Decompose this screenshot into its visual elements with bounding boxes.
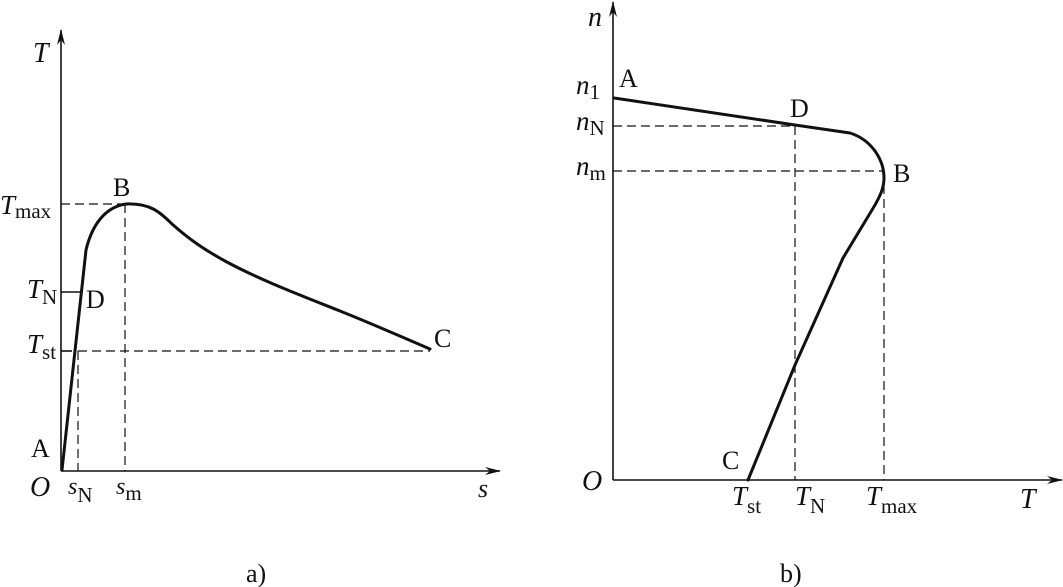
point-d-label: D	[86, 285, 105, 314]
t-axis-label: T	[33, 38, 51, 69]
n1-label: n1	[576, 70, 600, 104]
point-b-label: B	[893, 159, 910, 188]
point-a-label: A	[619, 64, 638, 93]
tst-label: Tst	[732, 481, 761, 518]
caption-b: b)	[780, 559, 802, 587]
s-axis-label: s	[478, 474, 488, 503]
panel-b-speed-torque: n T O n1 nN nm Tst TN Tmax A B C D b)	[576, 1, 1063, 587]
tn-label: TN	[795, 481, 825, 518]
tst-label: Tst	[27, 329, 56, 364]
tmax-label: Tmax	[0, 190, 52, 223]
nm-label: nm	[576, 151, 606, 185]
point-b-label: B	[113, 173, 130, 202]
point-a-label: A	[31, 434, 50, 463]
origin-label: O	[582, 466, 602, 497]
speed-torque-curve	[612, 96, 886, 482]
panel-a-torque-slip: T s O Tmax TN Tst sN sm A B C D a)	[0, 29, 501, 587]
torque-slip-curve	[60, 202, 432, 472]
sm-label: sm	[116, 474, 142, 505]
sn-label: sN	[68, 474, 93, 507]
point-c-label: C	[434, 324, 451, 353]
nn-label: nN	[576, 106, 605, 140]
n-axis-label: n	[588, 2, 602, 33]
tn-label: TN	[27, 274, 57, 309]
point-c-label: C	[722, 446, 739, 475]
point-d-label: D	[790, 94, 809, 123]
caption-a: a)	[246, 559, 266, 587]
origin-label: O	[30, 472, 50, 503]
t-axis-label: T	[1020, 484, 1038, 515]
tmax-label: Tmax	[866, 481, 918, 518]
